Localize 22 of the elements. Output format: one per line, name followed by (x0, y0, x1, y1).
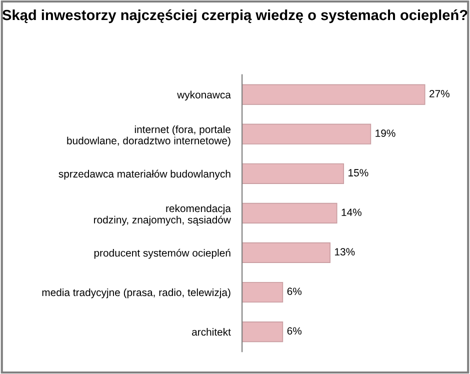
y-tick-label: wykonawca (177, 90, 231, 101)
data-label: 27% (430, 90, 450, 98)
data-label: 6% (287, 327, 302, 335)
data-label: 15% (348, 169, 368, 176)
y-tick-label: sprzedawca materiałów budowlanych (58, 170, 230, 180)
data-label: 6% (287, 288, 302, 296)
y-tick-label: producent systemów ociepleń (94, 248, 230, 259)
y-tick-label: internet (fora, portale budowlane, doradztwo internetowe) (67, 125, 230, 146)
bar (242, 282, 284, 303)
bar (242, 84, 426, 105)
data-label: 19% (376, 130, 396, 137)
bar (242, 321, 284, 342)
bar (242, 242, 330, 264)
chart-title: Skąd inwestorzy najczęściej czerpią wiedzę o systemach ociepleń? (2, 9, 468, 24)
bar (242, 163, 344, 184)
y-tick-label: media tradycyjne (prasa, radio, telewizja) (42, 288, 230, 298)
y-tick-label: rekomendacja rodziny, znajomych, sąsiadów (94, 204, 231, 226)
data-label: 13% (335, 248, 355, 256)
bar (242, 202, 338, 224)
y-tick-label: architekt (192, 328, 231, 336)
bar (242, 124, 372, 144)
data-label: 14% (342, 208, 362, 216)
